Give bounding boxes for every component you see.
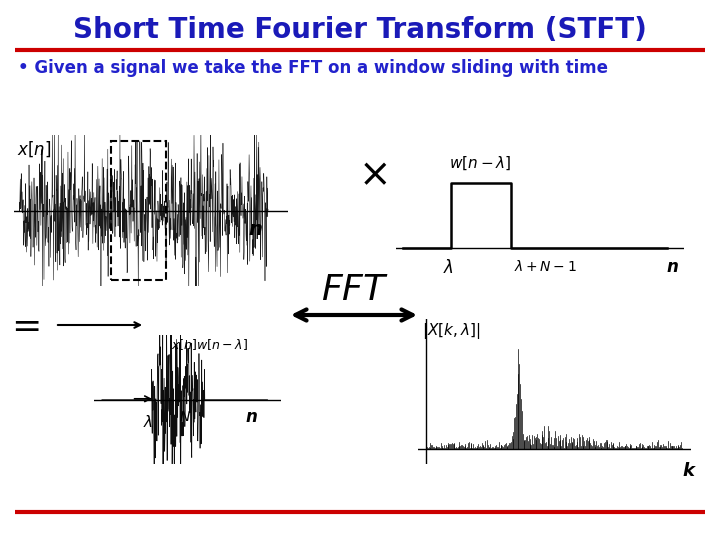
Text: $x[n]w[n-\lambda]$: $x[n]w[n-\lambda]$: [171, 337, 248, 352]
Text: Short Time Fourier Transform (STFT): Short Time Fourier Transform (STFT): [73, 16, 647, 44]
Text: $\lambda+N-1$: $\lambda+N-1$: [513, 259, 577, 274]
Text: $\bfit{n}$: $\bfit{n}$: [248, 221, 263, 239]
Text: $w[n-\lambda]$: $w[n-\lambda]$: [449, 154, 511, 172]
Text: $=$: $=$: [4, 308, 40, 342]
Text: $\bfit{n}$: $\bfit{n}$: [245, 409, 258, 426]
Bar: [112, 141, 166, 280]
Text: • Given a signal we take the FFT on a window sliding with time: • Given a signal we take the FFT on a wi…: [18, 59, 608, 77]
Text: $\lambda$: $\lambda$: [444, 259, 454, 277]
Text: $\lambda$: $\lambda$: [143, 414, 153, 430]
Text: $\times$: $\times$: [359, 157, 387, 193]
Text: $N$: $N$: [179, 410, 191, 424]
Text: $\bfit{n}$: $\bfit{n}$: [665, 259, 678, 276]
Text: $|X[k,\lambda]|$: $|X[k,\lambda]|$: [422, 321, 480, 341]
Text: $FFT$: $FFT$: [321, 273, 389, 307]
Text: $x[n]$: $x[n]$: [17, 139, 51, 159]
Text: $\bfit{k}$: $\bfit{k}$: [682, 462, 697, 481]
